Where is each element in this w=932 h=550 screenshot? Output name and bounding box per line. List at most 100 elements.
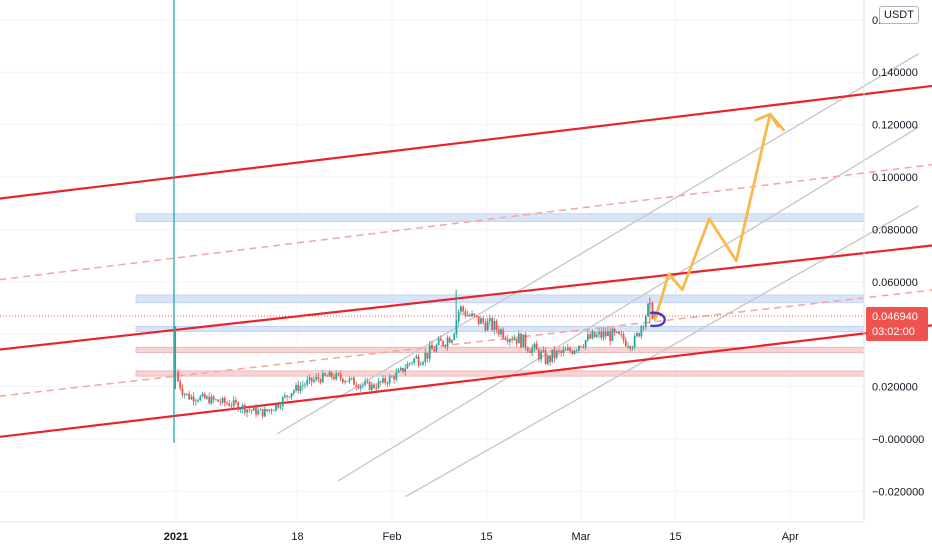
candle-body [243,405,246,413]
candle-body [607,331,609,337]
candle-body [346,381,349,382]
price-tick-label: 0.100000 [872,172,918,184]
candle-body [281,397,284,407]
candle-body [335,373,338,380]
candle-body [435,344,438,352]
time-tick-label: Apr [782,531,799,543]
zone-rect[interactable] [135,346,865,353]
candle-body [290,393,293,397]
gray-channel-line[interactable] [405,205,919,498]
candle-body [353,377,355,385]
candle-body [529,350,531,353]
candle-body [586,334,589,341]
zone-rect[interactable] [135,325,865,332]
candle-body [468,314,471,317]
price-marker-hook[interactable] [650,311,666,327]
candle-body [292,390,295,394]
candle-body [208,396,211,404]
channel-mid-dashed-line[interactable] [0,287,932,421]
candle-body [375,387,378,389]
candle-body [428,344,431,359]
candle-body [460,306,462,312]
candle-body [426,352,429,359]
candle-body [495,321,498,330]
candle-body [620,334,623,335]
zone-rect[interactable] [135,370,865,377]
candle-body [517,333,520,344]
candle-body [609,331,612,341]
candle-body [217,399,220,402]
candle-body [480,318,482,324]
candle-body [359,385,362,389]
candle-body [560,351,563,353]
candle-body [618,331,620,335]
candle-body [326,375,329,377]
candle-body [593,331,596,338]
candle-body [223,398,226,403]
candle-body [419,364,422,366]
candle-body [279,406,282,408]
candle-body [324,373,326,376]
candle-body [370,384,373,390]
candle-body [226,402,228,404]
gray-channel-line[interactable] [337,126,919,482]
candle-body [219,401,222,403]
candle-body [462,306,465,312]
candle-body [442,340,444,346]
annotations[interactable] [0,112,864,327]
candle-body [513,338,516,341]
channel-mid-dashed-line[interactable] [0,161,932,287]
price-tick-label: 0.140000 [872,67,918,79]
candle-body [549,355,551,362]
candle-body [230,405,233,407]
candle-body [584,340,587,348]
candle-body [413,358,416,363]
candle-body [188,393,191,400]
candle-body [437,338,440,345]
candle-body [444,345,447,347]
candle-body [344,381,346,383]
candle-body [402,367,404,372]
trend-lines[interactable] [0,0,932,498]
horizontal-zones[interactable] [135,213,865,377]
candle-body [317,377,320,380]
candle-body [366,381,369,383]
candle-body [221,398,224,403]
projection-arrowhead[interactable] [754,112,780,128]
candle-body [546,355,549,364]
candle-body [377,381,380,388]
channel-red-line[interactable] [0,243,932,374]
candle-body [395,372,398,380]
currency-badge[interactable]: USDT [879,6,919,24]
candle-body [580,345,583,347]
candle-body [373,384,375,388]
price-tick-label: −0.020000 [872,486,924,498]
candle-body [493,321,496,330]
candle-body [629,346,632,349]
candle-body [415,356,418,359]
gray-channel-line[interactable] [276,53,919,435]
candle-body [199,396,202,401]
last-price-tag[interactable] [866,307,928,342]
candle-body [466,314,469,317]
candle-body [362,384,364,386]
candle-body [299,386,302,391]
candle-body [408,363,411,365]
candle-body [261,409,264,417]
channel-red-line[interactable] [0,324,932,463]
candle-body [564,349,567,351]
candle-body [533,343,536,348]
candle-body [350,377,353,379]
time-tick-label: Feb [383,531,402,543]
candle-body [598,331,600,335]
candle-body [406,364,409,369]
candle-body [433,349,436,352]
channel-red-line[interactable] [0,83,932,206]
candle-body [348,378,351,382]
candle-body [484,322,487,331]
candle-body [275,404,277,411]
candle-body [471,313,473,317]
candle-body [566,348,569,351]
